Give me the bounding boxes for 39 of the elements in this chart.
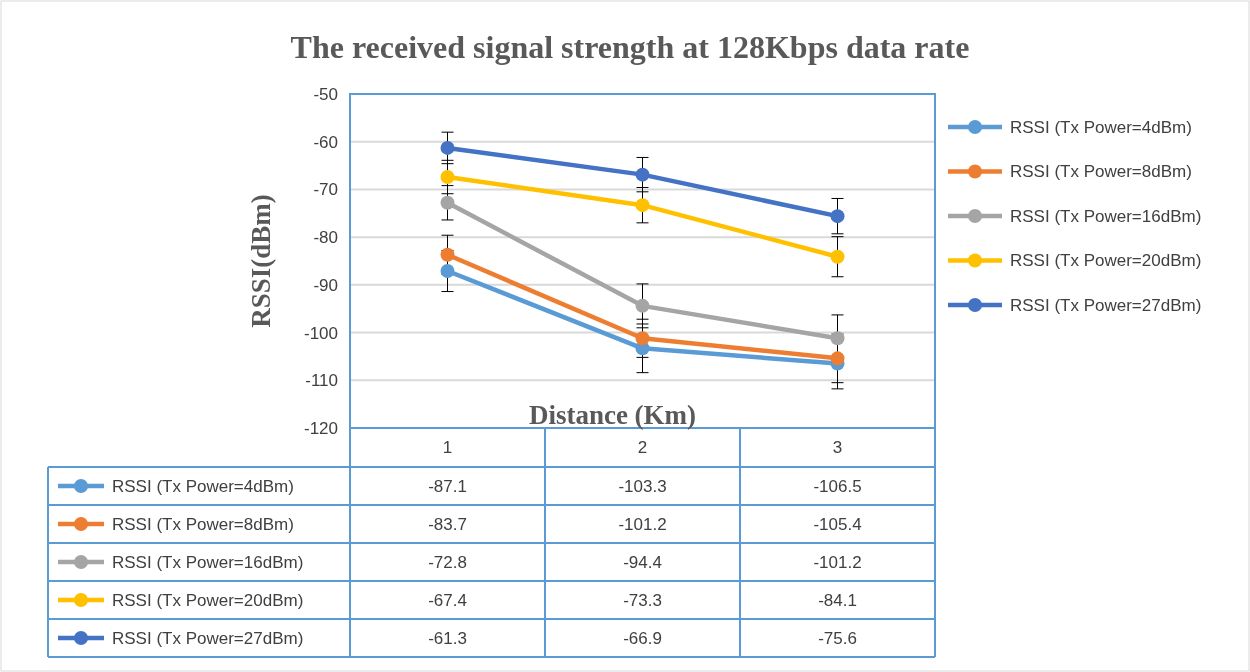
text: RSSI (Tx Power=8dBm) [112, 514, 294, 534]
legend-label: RSSI (Tx Power=4dBm) [112, 476, 294, 496]
text: RSSI (Tx Power=4dBm) [1010, 117, 1192, 137]
data-label: -66.9 [623, 628, 662, 648]
data-label: -105.4 [813, 514, 862, 534]
legend-label: RSSI (Tx Power=16dBm) [1010, 206, 1202, 226]
y-tick-label: -100 [303, 323, 338, 343]
legend-label: RSSI (Tx Power=8dBm) [1010, 162, 1192, 182]
legend-label: RSSI (Tx Power=20dBm) [1010, 251, 1202, 271]
y-tick-label: -90 [313, 275, 338, 295]
data-label: -83.7 [428, 514, 467, 534]
data-label: -73.3 [623, 590, 662, 610]
data-label: -101.2 [618, 514, 667, 534]
data-label: -75.6 [818, 628, 857, 648]
y-tick-label: -110 [305, 371, 338, 391]
y-tick-label: -50 [313, 84, 338, 104]
y-tick-label: -70 [313, 180, 338, 200]
x-tick-label: 1 [442, 438, 453, 458]
x-tick-label: 3 [832, 438, 843, 458]
x-axis-title: Distance (Km) [528, 400, 697, 430]
data-label: -106.5 [813, 476, 862, 496]
x-tick-label: 2 [637, 438, 648, 458]
text: RSSI (Tx Power=16dBm) [112, 552, 304, 572]
y-tick-label: -80 [313, 228, 338, 248]
chart-title: The received signal strength at 128Kbps data rate [290, 29, 970, 65]
data-label: -84.1 [818, 590, 857, 610]
y-axis-title: RSSI(dBm) [246, 194, 276, 328]
data-label: -67.4 [428, 590, 467, 610]
y-tick-label: -60 [313, 132, 338, 152]
data-label: -72.8 [428, 552, 467, 572]
y-tick-label: -120 [303, 418, 338, 438]
text: RSSI (Tx Power=20dBm) [112, 590, 304, 610]
data-label: -103.3 [618, 476, 667, 496]
legend-label: RSSI (Tx Power=27dBm) [1010, 295, 1202, 315]
data-label: -101.2 [813, 552, 862, 572]
data-label: -87.1 [428, 476, 467, 496]
text: RSSI (Tx Power=27dBm) [112, 628, 304, 648]
data-label: -61.3 [428, 628, 467, 648]
data-label: -94.4 [623, 552, 662, 572]
